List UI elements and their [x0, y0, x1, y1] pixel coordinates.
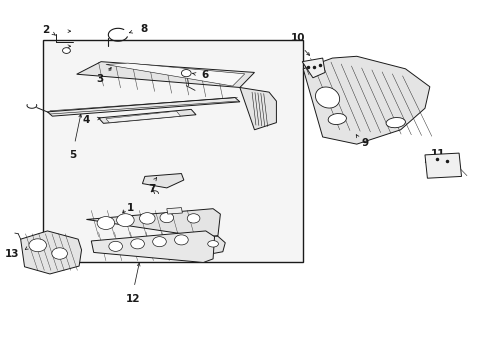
Polygon shape: [424, 153, 461, 178]
Ellipse shape: [315, 87, 339, 108]
Text: 9: 9: [361, 139, 368, 148]
Polygon shape: [106, 63, 244, 86]
Text: 10: 10: [290, 33, 305, 43]
Ellipse shape: [386, 117, 405, 128]
Text: 11: 11: [430, 149, 445, 159]
Polygon shape: [77, 62, 254, 87]
Circle shape: [62, 48, 70, 53]
Polygon shape: [196, 235, 225, 253]
Circle shape: [109, 241, 122, 251]
Text: 12: 12: [125, 294, 140, 304]
Text: 7: 7: [148, 184, 156, 194]
Text: 3: 3: [96, 74, 103, 84]
Polygon shape: [142, 174, 183, 188]
Bar: [42, 40, 303, 262]
Ellipse shape: [327, 113, 346, 125]
Text: 8: 8: [140, 24, 147, 34]
Polygon shape: [99, 109, 196, 123]
Text: 6: 6: [201, 70, 208, 80]
Text: 13: 13: [5, 248, 19, 258]
Text: 2: 2: [41, 26, 49, 35]
Ellipse shape: [207, 240, 218, 247]
Text: 1: 1: [126, 203, 134, 213]
Polygon shape: [91, 231, 214, 262]
Polygon shape: [86, 209, 220, 237]
Circle shape: [152, 237, 166, 247]
Polygon shape: [166, 208, 182, 214]
Circle shape: [160, 213, 173, 223]
Circle shape: [130, 239, 144, 249]
Polygon shape: [240, 87, 276, 130]
Circle shape: [29, 239, 46, 252]
Polygon shape: [47, 98, 240, 116]
Circle shape: [187, 214, 200, 223]
Circle shape: [116, 214, 134, 226]
Polygon shape: [20, 231, 81, 274]
Text: 4: 4: [83, 115, 90, 125]
Polygon shape: [303, 56, 429, 144]
Text: 5: 5: [69, 150, 77, 160]
Circle shape: [52, 248, 67, 259]
Circle shape: [181, 69, 191, 77]
Circle shape: [174, 235, 188, 245]
Polygon shape: [106, 111, 180, 123]
Circle shape: [139, 213, 155, 224]
Polygon shape: [302, 58, 325, 78]
Circle shape: [97, 217, 115, 229]
